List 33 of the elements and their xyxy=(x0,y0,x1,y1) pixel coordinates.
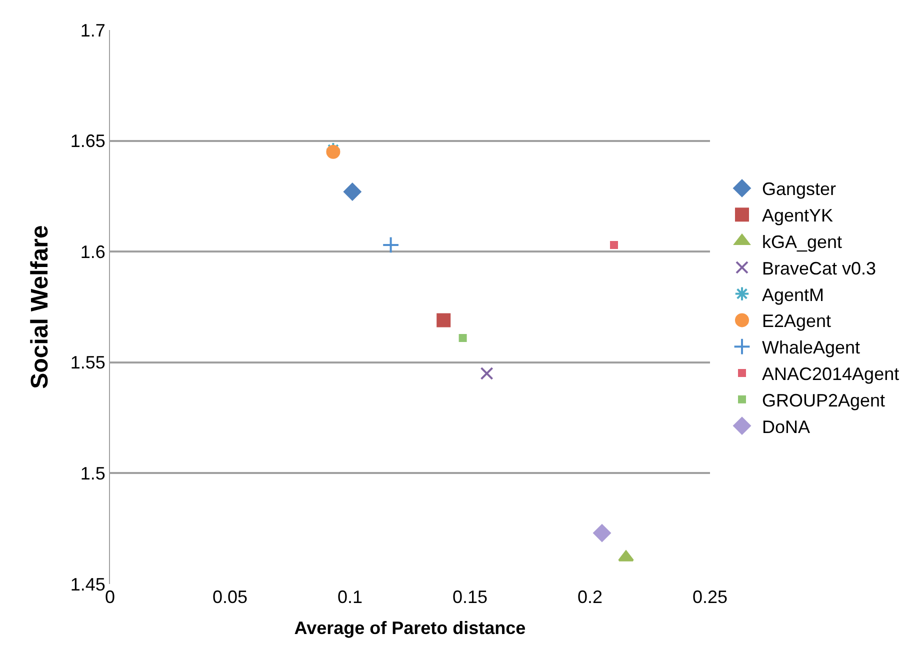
y-tick-label: 1.55 xyxy=(70,352,106,373)
x-tick-label: 0 xyxy=(104,587,116,607)
legend-label: AgentM xyxy=(762,284,824,305)
point xyxy=(344,182,362,201)
legend-label: E2Agent xyxy=(762,311,832,332)
legend-label: BraveCat v0.3 xyxy=(762,258,876,278)
legend-label: WhaleAgent xyxy=(762,338,860,358)
x-tick-label: 0.25 xyxy=(692,587,728,607)
point xyxy=(436,313,451,328)
legend-label: ANAC2014Agent xyxy=(762,364,900,384)
y-tick-label: 1.45 xyxy=(70,574,106,594)
point xyxy=(326,144,340,159)
point xyxy=(382,236,400,254)
y-axis-title: Social Welfare xyxy=(26,225,54,389)
point xyxy=(593,524,611,542)
x-tick-label: 0.05 xyxy=(212,587,248,607)
y-tick-label: 1.65 xyxy=(70,131,106,152)
y-tick-label: 1.6 xyxy=(80,242,106,262)
legend-label: AgentYK xyxy=(762,206,834,226)
y-tick-label: 1.5 xyxy=(80,464,106,484)
x-tick-label: 0.15 xyxy=(452,587,488,607)
x-axis-title: Average of Pareto distance xyxy=(294,618,526,638)
y-tick-label: 1.7 xyxy=(80,20,106,40)
point xyxy=(610,240,618,249)
legend-label: kGA_gent xyxy=(762,232,842,252)
point xyxy=(618,550,634,562)
legend-label: Gangster xyxy=(762,179,836,200)
legend-label: GROUP2Agent xyxy=(762,390,886,410)
x-tick-label: 0.2 xyxy=(577,587,603,607)
x-tick-label: 0.1 xyxy=(337,587,363,607)
legend-label: DoNA xyxy=(762,416,810,437)
point xyxy=(480,366,494,380)
point xyxy=(458,334,467,342)
